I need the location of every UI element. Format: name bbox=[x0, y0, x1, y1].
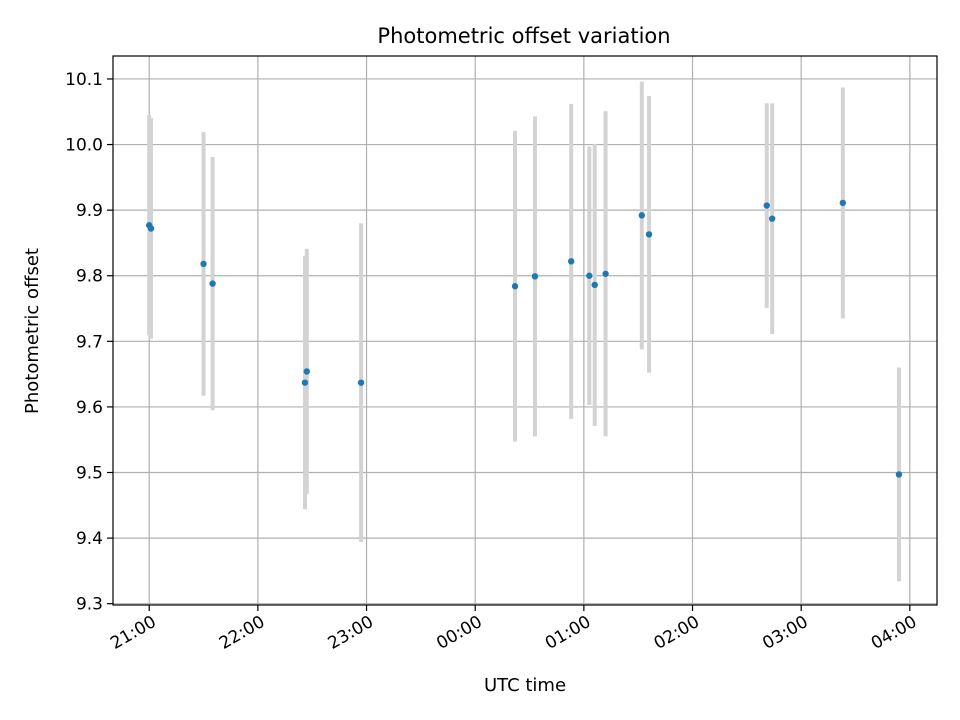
chart-title: Photometric offset variation bbox=[377, 24, 670, 48]
x-tick-label: 04:00 bbox=[868, 612, 920, 654]
y-tick-label: 9.3 bbox=[76, 595, 103, 615]
data-point bbox=[602, 270, 609, 277]
x-tick-label: 22:00 bbox=[216, 612, 268, 654]
x-tick-label: 01:00 bbox=[542, 612, 594, 654]
data-point bbox=[147, 225, 155, 232]
data-point bbox=[301, 379, 309, 386]
x-tick-label: 23:00 bbox=[325, 612, 377, 654]
error-bars bbox=[147, 81, 901, 582]
data-point bbox=[586, 272, 593, 279]
data-point bbox=[357, 379, 365, 386]
y-tick-label: 9.9 bbox=[76, 201, 103, 221]
data-point bbox=[645, 231, 653, 238]
y-tick-label: 9.7 bbox=[76, 332, 103, 352]
y-tick-label: 9.6 bbox=[76, 398, 103, 418]
y-axis-label: Photometric offset bbox=[22, 248, 43, 414]
plot-frame bbox=[112, 55, 938, 606]
x-tick-label: 21:00 bbox=[107, 612, 159, 654]
x-axis-ticks: 21:00 22:00 23:00 00:00 01:00 02:00 03:00 04:00 bbox=[107, 605, 920, 654]
data-point bbox=[638, 212, 646, 219]
x-tick-label: 02:00 bbox=[651, 612, 703, 654]
y-tick-label: 9.8 bbox=[76, 267, 103, 287]
y-tick-label: 10.1 bbox=[65, 70, 103, 90]
x-axis-label: UTC time bbox=[484, 675, 566, 696]
data-point bbox=[763, 202, 770, 209]
data-point bbox=[303, 368, 310, 375]
data-point bbox=[511, 283, 519, 290]
x-tick-label: 00:00 bbox=[433, 612, 485, 654]
y-tick-label: 9.5 bbox=[76, 464, 103, 484]
grid bbox=[113, 56, 937, 605]
data-point bbox=[895, 471, 903, 478]
y-tick-label: 9.4 bbox=[76, 529, 103, 549]
data-point bbox=[531, 273, 539, 280]
data-point bbox=[200, 260, 207, 268]
y-tick-label: 10.0 bbox=[65, 136, 103, 156]
data-points bbox=[146, 199, 903, 478]
data-point bbox=[839, 199, 847, 207]
data-point bbox=[591, 281, 598, 289]
y-axis-ticks: 9.3 9.4 9.5 9.6 9.7 9.8 9.9 10.0 10.1 bbox=[65, 70, 113, 615]
data-point bbox=[769, 215, 776, 222]
x-tick-label: 03:00 bbox=[759, 612, 811, 654]
data-point bbox=[567, 258, 575, 265]
data-point bbox=[209, 280, 216, 287]
